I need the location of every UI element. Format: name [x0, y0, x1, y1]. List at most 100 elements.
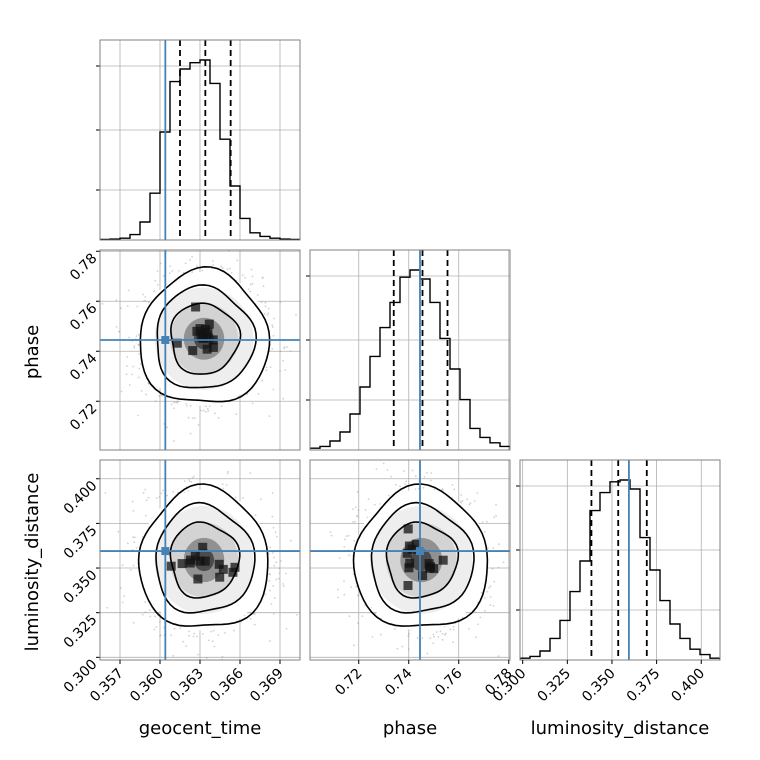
- sample-point: [191, 417, 194, 420]
- sample-point: [227, 470, 229, 473]
- sample-point: [267, 307, 270, 310]
- sample-point: [154, 615, 157, 618]
- sample-point: [271, 492, 274, 495]
- sample-point: [251, 402, 254, 405]
- sample-point: [278, 567, 280, 570]
- sample-point: [271, 348, 274, 350]
- sample-point: [169, 265, 172, 267]
- sample-point: [479, 616, 482, 619]
- density-block: [208, 342, 218, 352]
- sample-point: [127, 289, 130, 292]
- sample-point: [241, 274, 244, 277]
- sample-point: [217, 416, 220, 419]
- sample-point: [141, 613, 144, 616]
- sample-point: [118, 330, 121, 333]
- y-tick-label: 0.78: [67, 250, 100, 283]
- y-tick-label: 0.72: [67, 400, 100, 433]
- sample-point: [154, 279, 157, 282]
- x-tick-label: 0.74: [382, 665, 415, 698]
- sample-point: [253, 623, 256, 626]
- sample-point: [188, 478, 191, 480]
- sample-point: [407, 635, 410, 637]
- sample-point: [489, 585, 492, 587]
- sample-point: [196, 265, 199, 268]
- sample-point: [130, 373, 133, 376]
- panel-luminosity_distance-vs-luminosity_distance: 0.300 0.325 0.350 0.375 0.400: [490, 459, 721, 705]
- density-block: [228, 567, 238, 577]
- sample-point: [410, 665, 412, 667]
- sample-point: [461, 616, 464, 619]
- sample-point: [172, 491, 174, 493]
- sample-point: [211, 640, 214, 643]
- sample-point: [270, 603, 273, 605]
- sample-point: [284, 369, 287, 371]
- sample-point: [460, 500, 462, 503]
- sample-point: [189, 405, 192, 407]
- sample-point: [145, 499, 148, 502]
- sample-point: [495, 514, 497, 517]
- sample-point: [192, 475, 195, 478]
- sample-point: [201, 632, 204, 635]
- density-block: [198, 542, 208, 552]
- sample-point: [121, 564, 124, 567]
- density-block: [190, 551, 200, 561]
- sample-point: [133, 345, 136, 347]
- sample-point: [117, 530, 120, 533]
- sample-point: [144, 488, 147, 491]
- sample-point: [380, 633, 382, 636]
- density-block: [218, 564, 228, 574]
- sample-point: [429, 637, 432, 640]
- sample-point: [283, 347, 285, 350]
- sample-point: [170, 403, 173, 406]
- sample-point: [439, 630, 442, 633]
- sample-point: [486, 520, 488, 523]
- sample-point: [182, 640, 185, 643]
- sample-point: [282, 585, 285, 587]
- sample-point: [408, 632, 410, 635]
- sample-point: [242, 497, 244, 499]
- sample-point: [142, 491, 145, 494]
- sample-point: [250, 268, 253, 271]
- sample-point: [184, 262, 187, 265]
- sample-point: [196, 635, 198, 638]
- sample-point: [159, 634, 162, 636]
- sample-point: [550, 588, 552, 590]
- sample-point: [461, 500, 464, 502]
- sample-point: [132, 510, 135, 512]
- density-block: [405, 558, 415, 568]
- panel-phase-vs-phase: [306, 249, 511, 451]
- sample-point: [271, 324, 274, 327]
- sample-point: [269, 366, 272, 369]
- density-block: [425, 563, 435, 573]
- density-block: [200, 556, 210, 566]
- sample-point: [452, 628, 455, 631]
- sample-point: [495, 503, 497, 506]
- density-block: [403, 524, 413, 534]
- sample-point: [429, 479, 432, 482]
- sample-point: [433, 488, 436, 491]
- sample-point: [357, 509, 360, 511]
- sample-point: [158, 496, 161, 498]
- sample-point: [178, 270, 180, 272]
- sample-point: [120, 390, 123, 393]
- sample-point: [407, 648, 410, 651]
- x-tick-label: 0.72: [332, 666, 365, 699]
- density-contour: [156, 284, 258, 389]
- sample-point: [205, 656, 208, 659]
- sample-point: [497, 655, 500, 658]
- sample-point: [269, 546, 271, 549]
- sample-point: [355, 585, 357, 588]
- sample-point: [493, 516, 496, 519]
- sample-point: [488, 586, 491, 589]
- sample-point: [222, 487, 225, 490]
- sample-point: [269, 573, 271, 576]
- sample-point: [493, 580, 496, 583]
- sample-point: [444, 632, 447, 635]
- sample-point: [182, 271, 185, 274]
- sample-point: [330, 534, 333, 537]
- sample-point: [329, 531, 332, 533]
- sample-point: [264, 305, 267, 308]
- density-contour: [370, 501, 475, 614]
- sample-point: [352, 573, 355, 576]
- sample-point: [191, 454, 193, 456]
